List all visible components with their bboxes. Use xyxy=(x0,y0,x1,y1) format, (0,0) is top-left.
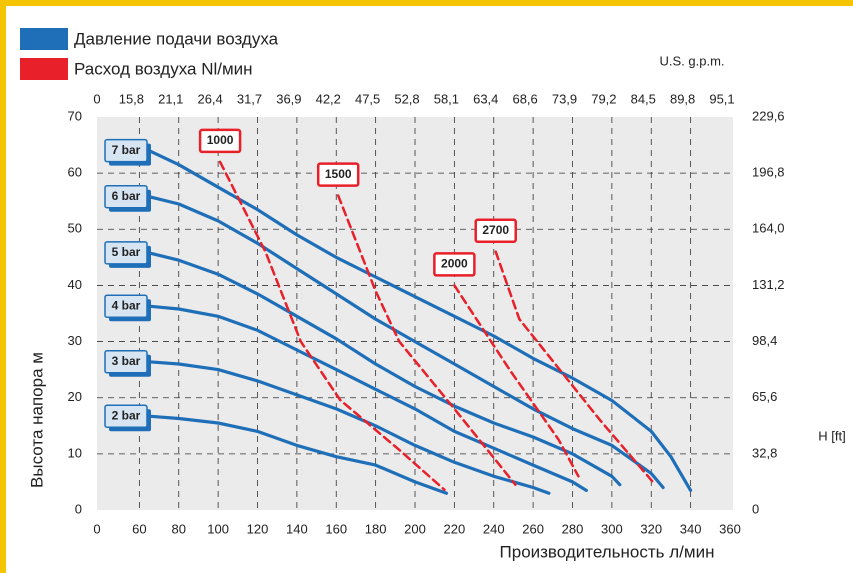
series-label-box xyxy=(104,294,148,318)
x-tick-label: 100 xyxy=(207,521,229,536)
x-tick-label: 180 xyxy=(365,521,387,536)
series-label: 4 bar xyxy=(112,298,141,312)
y-tick-label: 20 xyxy=(68,389,82,404)
air-flow-line xyxy=(494,250,657,486)
x2-tick-label: 36,9 xyxy=(276,91,301,106)
y-tick-label: 70 xyxy=(68,108,82,123)
x-tick-label: 140 xyxy=(286,521,308,536)
y2-tick-label: 98,4 xyxy=(752,333,777,348)
frame-top xyxy=(0,0,853,6)
x2-axis-label: U.S. g.p.m. xyxy=(659,53,724,68)
x2-tick-label: 79,2 xyxy=(591,91,616,106)
y-tick-label: 40 xyxy=(68,277,82,292)
frame-left xyxy=(0,0,6,573)
x2-tick-label: 15,8 xyxy=(119,91,144,106)
x2-tick-label: 89,8 xyxy=(670,91,695,106)
series-label: 6 bar xyxy=(112,189,141,203)
series-label-box xyxy=(316,162,360,187)
x2-tick-label: 68,6 xyxy=(512,91,537,106)
air-flow-line xyxy=(453,284,580,478)
series-label-box xyxy=(198,128,242,154)
x-tick-label: 0 xyxy=(93,521,100,536)
x2-tick-label: 52,8 xyxy=(394,91,419,106)
legend-label: Расход воздуха Nl/мин xyxy=(74,59,253,78)
y2-tick-label: 229,6 xyxy=(752,108,785,123)
x-tick-label: 320 xyxy=(640,521,662,536)
x2-tick-label: 47,5 xyxy=(355,91,380,106)
series-label: 2700 xyxy=(482,223,509,237)
legend-swatch xyxy=(20,58,68,80)
x2-tick-label: 84,5 xyxy=(631,91,656,106)
legend-label: Давление подачи воздуха xyxy=(74,29,279,48)
x-tick-label: 280 xyxy=(562,521,584,536)
x2-tick-label: 73,9 xyxy=(552,91,577,106)
y-tick-label: 50 xyxy=(68,221,82,236)
y-tick-label: 10 xyxy=(68,445,82,460)
y-axis-label: Высота напора м xyxy=(27,352,46,488)
series-label-box xyxy=(433,252,476,277)
y-tick-label: 60 xyxy=(68,165,82,180)
x-tick-label: 360 xyxy=(719,521,741,536)
x-tick-label: 220 xyxy=(444,521,466,536)
series-label: 1500 xyxy=(325,167,352,181)
x-tick-label: 300 xyxy=(601,521,623,536)
x-tick-label: 340 xyxy=(680,521,702,536)
x2-tick-label: 26,4 xyxy=(197,91,222,106)
series-label-box xyxy=(104,184,148,209)
series-label: 2000 xyxy=(441,257,468,271)
series-label: 5 bar xyxy=(112,245,141,259)
pressure-line xyxy=(147,304,588,492)
y-tick-label: 0 xyxy=(75,501,82,516)
y-tick-label: 30 xyxy=(68,333,82,348)
x2-tick-label: 21,1 xyxy=(158,91,183,106)
pressure-line xyxy=(147,360,551,495)
x2-tick-label: 63,4 xyxy=(473,91,498,106)
x-tick-label: 200 xyxy=(404,521,426,536)
air-flow-line xyxy=(218,160,446,492)
x2-tick-label: 0 xyxy=(93,91,100,106)
series-label: 7 bar xyxy=(112,143,141,157)
series-label-box xyxy=(104,404,148,428)
x-tick-label: 240 xyxy=(483,521,505,536)
x-axis-label: Производительность л/мин xyxy=(500,542,715,561)
y2-tick-label: 131,2 xyxy=(752,277,785,292)
series-label-box xyxy=(104,138,148,163)
series-label: 3 bar xyxy=(112,354,141,368)
series-label-box xyxy=(474,218,517,243)
air-flow-line xyxy=(336,194,517,486)
y2-tick-label: 0 xyxy=(752,501,759,516)
y2-axis-label: H [ft] xyxy=(818,428,845,443)
x-tick-label: 60 xyxy=(132,521,146,536)
series-label: 1000 xyxy=(207,133,234,147)
y2-tick-label: 65,6 xyxy=(752,389,777,404)
x2-tick-label: 95,1 xyxy=(709,91,734,106)
x2-tick-label: 42,2 xyxy=(316,91,341,106)
series-label: 2 bar xyxy=(112,408,141,422)
x-tick-label: 260 xyxy=(522,521,544,536)
series-label-box xyxy=(104,241,148,265)
x-tick-label: 80 xyxy=(172,521,186,536)
series-label-box xyxy=(104,350,148,374)
y2-tick-label: 196,8 xyxy=(752,165,785,180)
legend-swatch xyxy=(20,28,68,50)
x2-tick-label: 31,7 xyxy=(237,91,262,106)
x2-tick-label: 58,1 xyxy=(434,91,459,106)
y2-tick-label: 32,8 xyxy=(752,445,777,460)
y2-tick-label: 164,0 xyxy=(752,221,785,236)
x-tick-label: 160 xyxy=(325,521,347,536)
pressure-line xyxy=(147,195,665,490)
pressure-line xyxy=(147,414,449,495)
x-tick-label: 120 xyxy=(247,521,269,536)
